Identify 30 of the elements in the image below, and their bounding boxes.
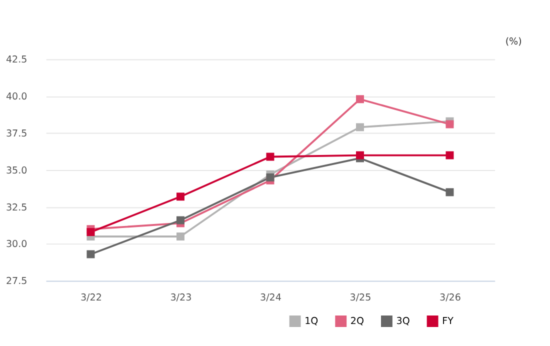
y-tick-label: 37.5 (6, 128, 28, 140)
point (446, 188, 454, 196)
point (356, 151, 364, 160)
y-axis-title: (%) (505, 36, 522, 48)
y-tick-label: 42.5 (6, 54, 28, 66)
y-tick-label: 27.5 (6, 276, 28, 288)
point (176, 192, 184, 201)
y-tick-label: 30.0 (6, 239, 28, 250)
point (86, 228, 95, 236)
x-tick-label: 3/26 (440, 292, 461, 304)
point (446, 151, 454, 160)
y-tick-label: 32.5 (6, 202, 28, 214)
point (86, 250, 95, 258)
x-tick-label: 3/25 (350, 292, 372, 304)
point (266, 173, 274, 182)
legend-label: 2Q (350, 316, 364, 328)
legend-label: 3Q (396, 316, 410, 328)
legend-label: FY (442, 316, 454, 328)
legend-label: 1Q (304, 316, 318, 328)
x-tick-label: 3/22 (80, 292, 102, 304)
point (176, 232, 184, 240)
x-tick-label: 3/23 (170, 292, 192, 304)
point (176, 216, 184, 224)
point (356, 123, 364, 132)
point (266, 152, 274, 161)
y-tick-label: 35.0 (6, 165, 28, 176)
point (356, 95, 364, 104)
y-tick-label: 40.0 (6, 92, 28, 103)
point (446, 120, 454, 128)
x-tick-label: 3/24 (260, 292, 282, 304)
